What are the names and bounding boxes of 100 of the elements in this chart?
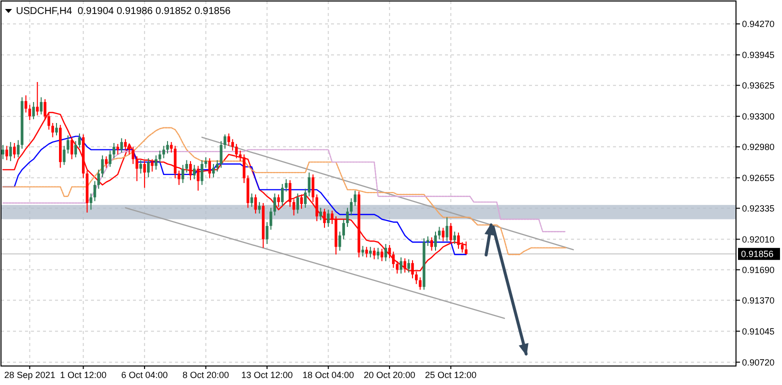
candlestick — [350, 198, 353, 216]
candlestick — [304, 188, 307, 208]
candlestick — [154, 154, 158, 170]
x-tick-label: 1 Oct 12:00 — [60, 370, 107, 380]
x-tick-label: 13 Oct 12:00 — [241, 370, 293, 380]
candlestick — [277, 194, 280, 208]
candlestick — [216, 160, 219, 172]
candlestick — [227, 132, 230, 146]
candlestick — [166, 140, 169, 154]
candlestick — [449, 222, 452, 245]
y-tick-label: 0.92010 — [742, 234, 775, 244]
candlestick — [136, 156, 138, 182]
candlestick — [9, 142, 12, 162]
y-tick-label: 0.90720 — [742, 357, 775, 368]
candlestick — [212, 163, 215, 178]
candlestick — [242, 154, 246, 184]
candlestick — [220, 140, 222, 168]
candlestick — [181, 164, 184, 184]
text: USDCHF,H4 0.91904 0.91986 0.91852 0.91856 — [16, 6, 232, 17]
candlestick — [150, 158, 154, 172]
candlestick — [70, 136, 74, 160]
line-series — [2, 136, 467, 256]
candlestick — [300, 194, 303, 210]
candlestick — [338, 231, 342, 252]
x-tick-label: 25 Oct 12:00 — [425, 370, 477, 380]
candlestick — [204, 156, 208, 168]
candlestick — [292, 198, 296, 216]
candlestick — [407, 258, 410, 274]
candlestick — [323, 208, 326, 228]
candlestick — [16, 140, 20, 158]
candlestick — [281, 183, 284, 206]
candlestick — [438, 226, 441, 240]
ref-line-label: 0.91856 — [741, 249, 774, 260]
y-tick-label: 0.93945 — [742, 50, 775, 60]
candlestick — [93, 180, 96, 202]
y-tick-label: 0.92980 — [742, 142, 775, 152]
candlestick — [315, 194, 318, 222]
x-tick-label: 18 Oct 04:00 — [302, 370, 354, 380]
candlestick — [308, 172, 311, 197]
candlestick — [270, 207, 272, 230]
candlestick — [361, 245, 364, 257]
candlestick — [235, 143, 238, 159]
candlestick — [330, 210, 334, 225]
y-tick-label: 0.93625 — [742, 80, 775, 90]
candlestick — [120, 138, 123, 154]
candlestick — [388, 244, 391, 259]
candlestick — [32, 102, 35, 120]
candlestick — [62, 145, 66, 166]
candlestick — [90, 193, 92, 210]
candlestick — [28, 104, 32, 121]
candlestick — [2, 144, 4, 160]
x-tick-label: 28 Sep 2021 — [4, 370, 56, 380]
candlestick — [354, 190, 356, 206]
candlestick — [369, 246, 372, 258]
y-tick-label: 0.92335 — [742, 203, 775, 214]
candlestick — [13, 142, 16, 159]
candlestick — [66, 134, 70, 154]
candlestick — [446, 216, 448, 242]
x-tick-label: 8 Oct 20:00 — [182, 370, 230, 380]
candlestick — [326, 209, 330, 228]
y-tick-label: 0.91690 — [742, 264, 775, 275]
candlestick — [250, 193, 254, 208]
candlestick — [132, 146, 134, 164]
candlestick — [434, 231, 437, 252]
y-tick-label: 0.93300 — [742, 111, 775, 122]
y-tick-label: 0.94270 — [742, 19, 775, 30]
candlestick — [376, 247, 380, 260]
candlestick — [24, 94, 28, 113]
candlestick — [40, 96, 43, 115]
candlestick — [312, 174, 314, 203]
candlestick — [74, 140, 77, 158]
candlestick — [208, 158, 211, 179]
candlestick — [284, 178, 288, 192]
candlestick — [51, 122, 54, 138]
candlestick — [108, 150, 112, 168]
candlestick — [426, 236, 430, 246]
candlestick — [124, 138, 127, 152]
candlestick — [460, 242, 464, 254]
candlestick — [266, 222, 268, 245]
candlestick — [400, 256, 402, 274]
y-tick-label: 0.91045 — [742, 326, 775, 336]
candlestick — [273, 193, 276, 216]
candlestick — [457, 232, 460, 250]
candlestick — [342, 218, 345, 240]
candlestick — [5, 145, 8, 161]
candlestick — [55, 122, 58, 136]
candlestick — [231, 138, 234, 152]
candlestick — [178, 170, 180, 186]
candlestick — [112, 142, 116, 159]
candlestick — [296, 193, 300, 214]
line-series — [2, 127, 566, 256]
candlestick — [143, 160, 146, 188]
y-tick-label: 0.92655 — [742, 172, 775, 183]
candlestick — [254, 194, 257, 214]
candlestick — [97, 169, 100, 190]
candlestick — [384, 244, 388, 262]
candlestick — [319, 207, 322, 221]
candlestick — [78, 132, 81, 148]
candlestick — [372, 247, 376, 260]
x-tick-label: 20 Oct 20:00 — [364, 370, 416, 380]
